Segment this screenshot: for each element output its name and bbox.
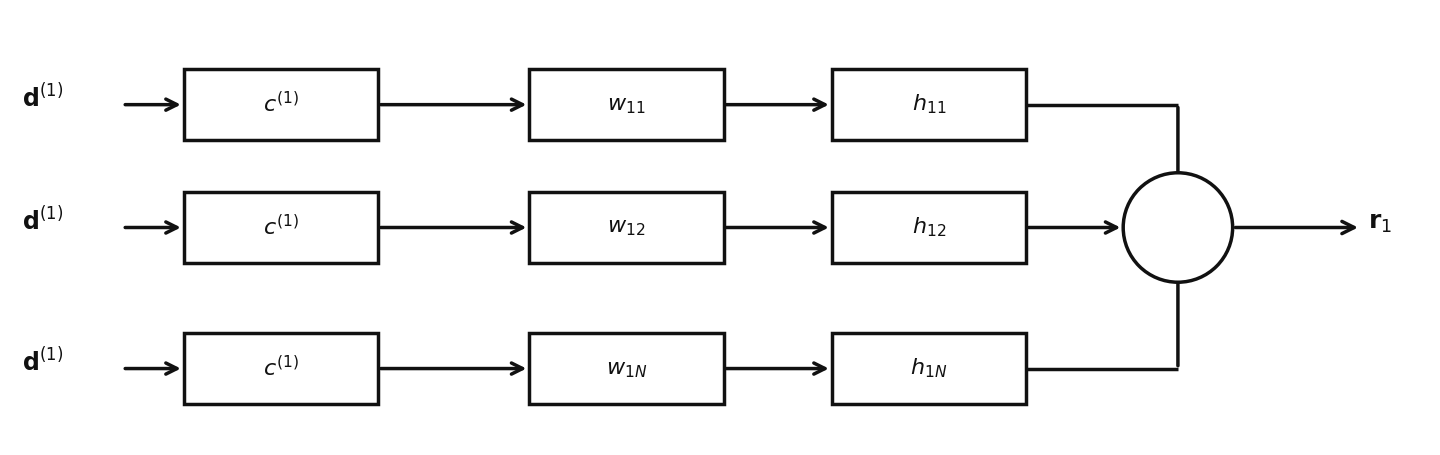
Bar	[530, 192, 723, 263]
Text: $h_{11}$: $h_{11}$	[912, 93, 946, 116]
Text: $w_{1N}$: $w_{1N}$	[606, 358, 647, 379]
Text: $h_{1N}$: $h_{1N}$	[910, 357, 948, 380]
Text: $c^{(1)}$: $c^{(1)}$	[264, 356, 298, 381]
Bar	[832, 70, 1025, 140]
Text: $\mathbf{d}^{(1)}$: $\mathbf{d}^{(1)}$	[22, 84, 63, 112]
Bar	[184, 333, 377, 404]
Bar	[184, 70, 377, 140]
Text: $\mathbf{d}^{(1)}$: $\mathbf{d}^{(1)}$	[22, 348, 63, 376]
Bar	[832, 192, 1025, 263]
Bar	[530, 333, 723, 404]
Text: $c^{(1)}$: $c^{(1)}$	[264, 92, 298, 117]
Text: $w_{11}$: $w_{11}$	[608, 94, 645, 116]
Ellipse shape	[1123, 173, 1233, 282]
Text: $\mathbf{r}_1$: $\mathbf{r}_1$	[1368, 211, 1392, 235]
Bar	[530, 70, 723, 140]
Text: $\mathbf{d}^{(1)}$: $\mathbf{d}^{(1)}$	[22, 207, 63, 235]
Bar	[832, 333, 1025, 404]
Bar	[184, 192, 377, 263]
Text: $h_{12}$: $h_{12}$	[912, 216, 946, 239]
Text: $w_{12}$: $w_{12}$	[608, 217, 645, 238]
Text: $c^{(1)}$: $c^{(1)}$	[264, 215, 298, 240]
